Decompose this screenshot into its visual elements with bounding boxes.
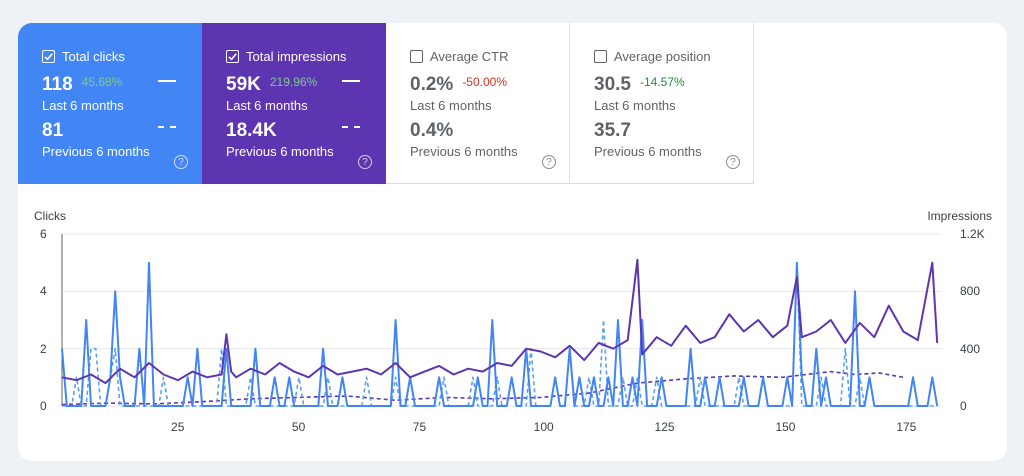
average-ctr-value: 0.2% (410, 74, 454, 95)
average-ctr-period: Last 6 months (410, 98, 492, 113)
average-position-checkbox[interactable] (594, 49, 607, 63)
x-axis-tick: 125 (654, 420, 675, 434)
total-clicks-period: Last 6 months (42, 98, 124, 113)
solid-line-legend-icon (342, 80, 360, 82)
x-axis-tick: 50 (291, 420, 306, 434)
left-axis-tick: 0 (40, 399, 47, 413)
average-position-value: 30.5 (594, 74, 631, 95)
total-clicks-previous-period: Previous 6 months (42, 144, 150, 159)
help-icon[interactable]: ? (174, 155, 188, 169)
left-axis-tick: 4 (40, 284, 47, 299)
total-impressions-period: Last 6 months (226, 98, 308, 113)
total-clicks-card[interactable]: Total clicks 118 45.68% Last 6 months 81… (18, 23, 202, 184)
x-axis-tick: 25 (171, 420, 185, 434)
right-axis-tick: 1.2K (960, 227, 985, 241)
total-clicks-change: 45.68% (81, 75, 123, 89)
total-impressions-change: 219.96% (269, 75, 318, 89)
total-clicks-label: Total clicks (62, 48, 125, 64)
total-impressions-card[interactable]: Total impressions 59K 219.96% Last 6 mon… (202, 23, 386, 184)
total-impressions-checkbox[interactable] (226, 49, 239, 63)
right-axis-tick: 400 (960, 341, 981, 356)
total-clicks-checkbox[interactable] (42, 49, 55, 63)
total-clicks-previous-value: 81 (42, 120, 64, 141)
left-axis-tick: 6 (40, 227, 47, 241)
series-line-clicks-previous-6-months (62, 261, 938, 407)
average-ctr-previous-period: Previous 6 months (410, 144, 518, 159)
x-axis-tick: 100 (533, 420, 554, 434)
dashed-line-legend-icon (342, 126, 360, 128)
right-axis-title: Impressions (927, 209, 992, 223)
help-icon[interactable]: ? (542, 155, 556, 169)
series-line-impressions-last-6-months (61, 258, 939, 385)
average-ctr-label: Average CTR (430, 48, 509, 64)
average-ctr-previous-value: 0.4% (410, 120, 454, 141)
average-ctr-checkbox[interactable] (410, 49, 423, 63)
help-icon[interactable]: ? (726, 155, 740, 169)
average-position-previous-value: 35.7 (594, 120, 631, 141)
left-axis-title: Clicks (34, 209, 66, 223)
average-ctr-card[interactable]: Average CTR 0.2% -50.00% Last 6 months 0… (386, 23, 570, 184)
average-position-label: Average position (614, 48, 711, 64)
average-position-card[interactable]: Average position 30.5 -14.57% Last 6 mon… (570, 23, 754, 184)
total-impressions-value: 59K (226, 74, 261, 95)
average-position-previous-period: Previous 6 months (594, 144, 702, 159)
total-impressions-previous-period: Previous 6 months (226, 144, 334, 159)
left-axis-tick: 2 (40, 341, 47, 356)
series-line-impressions-previous-6-months (61, 370, 904, 406)
chart-series (61, 258, 939, 407)
solid-line-legend-icon (158, 80, 176, 82)
x-axis-tick: 175 (896, 420, 917, 434)
total-impressions-previous-value: 18.4K (226, 120, 277, 141)
right-axis-tick: 0 (960, 399, 967, 413)
total-clicks-value: 118 (42, 74, 73, 95)
total-impressions-label: Total impressions (246, 48, 347, 64)
performance-panel: Total clicks 118 45.68% Last 6 months 81… (18, 23, 1007, 461)
x-axis-tick: 150 (775, 420, 796, 434)
dashed-line-legend-icon (158, 126, 176, 128)
right-axis-tick: 800 (960, 284, 981, 299)
average-position-change: -14.57% (639, 75, 685, 89)
help-icon[interactable]: ? (358, 155, 372, 169)
average-position-period: Last 6 months (594, 98, 676, 113)
series-line-clicks-last-6-months (61, 261, 939, 407)
performance-chart[interactable] (18, 23, 1007, 461)
average-ctr-change: -50.00% (462, 75, 508, 89)
x-axis-tick: 75 (412, 420, 427, 434)
